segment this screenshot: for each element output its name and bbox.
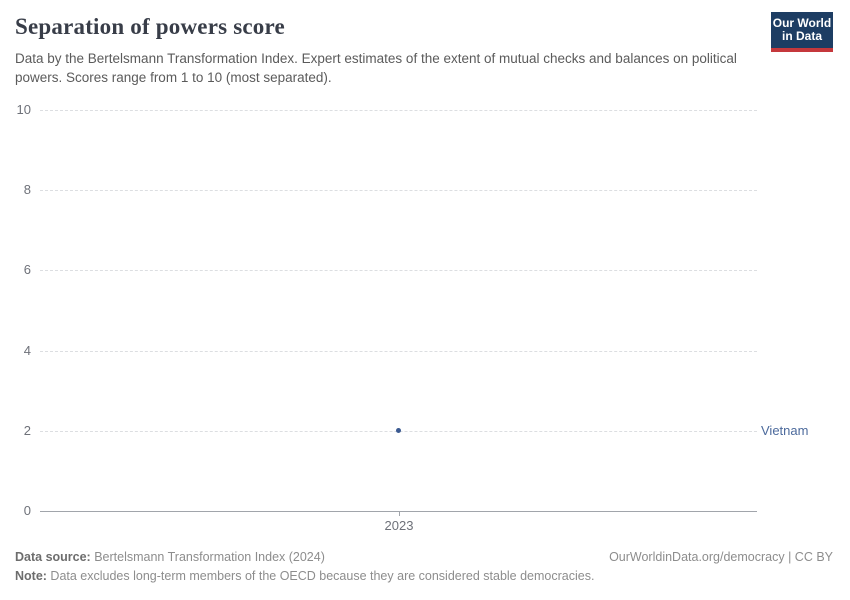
y-axis-tick-label-4: 4 bbox=[23, 343, 31, 358]
x-axis-tick-mark bbox=[399, 511, 400, 516]
data-source-label: Data source: bbox=[15, 550, 91, 564]
gridline-y-8 bbox=[40, 190, 757, 191]
gridline-y-0 bbox=[40, 511, 757, 512]
owid-logo-line1: Our World bbox=[772, 15, 832, 30]
gridline-y-6 bbox=[40, 270, 757, 271]
x-axis-tick-label: 2023 bbox=[384, 518, 414, 533]
y-axis-tick-label-0: 0 bbox=[23, 503, 31, 518]
y-axis-tick-label-2: 2 bbox=[23, 423, 31, 438]
data-source-line: Data source: Bertelsmann Transformation … bbox=[15, 548, 325, 567]
note-label: Note: bbox=[15, 569, 47, 583]
owid-logo-line2: in Data bbox=[781, 29, 822, 43]
y-axis-tick-label-6: 6 bbox=[23, 262, 31, 277]
gridline-y-10 bbox=[40, 110, 757, 111]
series-label-vietnam[interactable]: Vietnam bbox=[761, 423, 809, 438]
note-value: Data excludes long-term members of the O… bbox=[46, 569, 595, 583]
data-source-value: Bertelsmann Transformation Index (2024) bbox=[90, 550, 325, 564]
chart-title: Separation of powers score bbox=[15, 14, 285, 39]
chart-header: Separation of powers score Data by the B… bbox=[15, 14, 755, 87]
gridline-y-4 bbox=[40, 351, 757, 352]
note-line: Note: Data excludes long-term members of… bbox=[15, 567, 833, 586]
y-axis-tick-label-10: 10 bbox=[16, 102, 31, 117]
license-link[interactable]: OurWorldinData.org/democracy | CC BY bbox=[609, 550, 833, 564]
chart-footer: Data source: Bertelsmann Transformation … bbox=[15, 548, 833, 586]
owid-logo[interactable]: Our World in Data bbox=[771, 12, 833, 52]
data-point-vietnam[interactable] bbox=[396, 428, 401, 433]
y-axis-tick-label-8: 8 bbox=[23, 182, 31, 197]
chart-subtitle: Data by the Bertelsmann Transformation I… bbox=[15, 51, 737, 85]
